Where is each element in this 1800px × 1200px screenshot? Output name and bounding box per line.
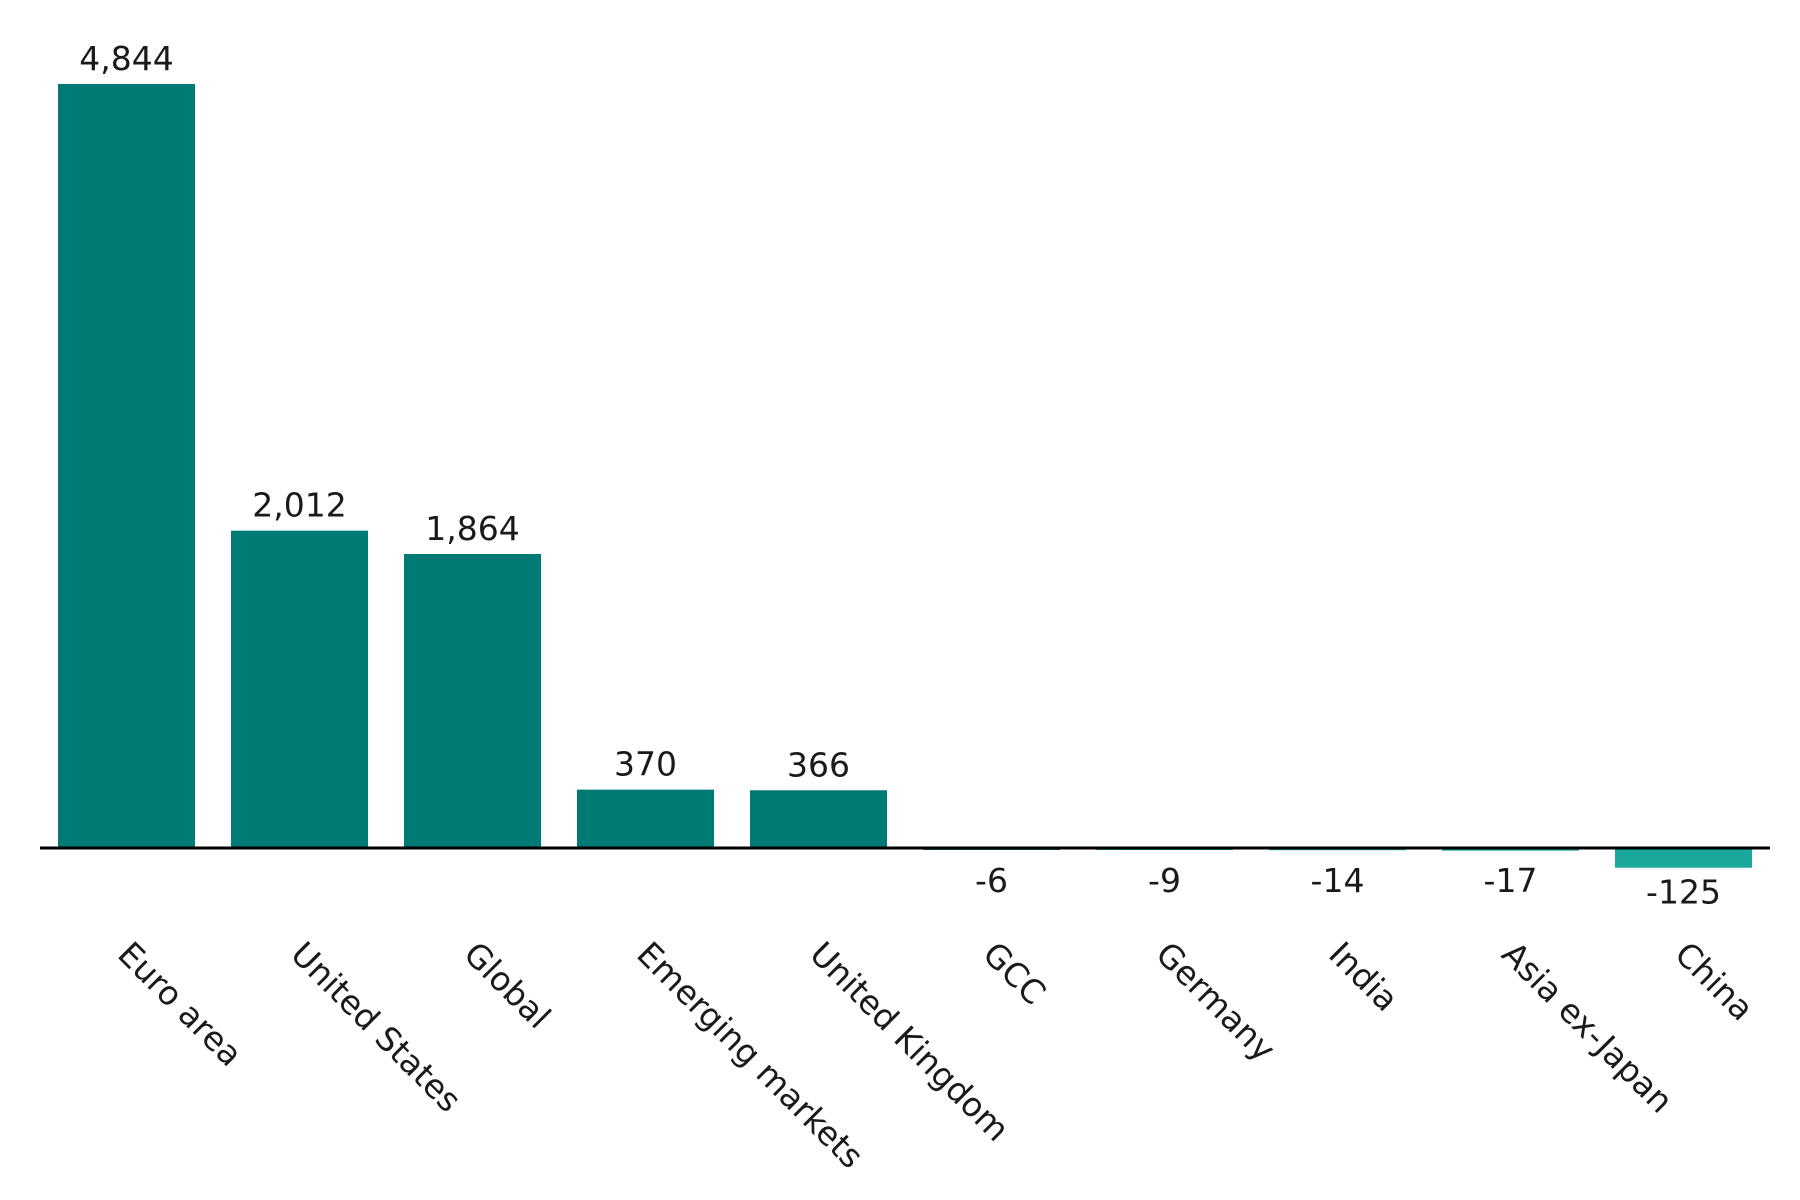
value-label-india: -14	[1311, 861, 1365, 900]
category-label-united-states: United States	[283, 934, 469, 1120]
value-label-germany: -9	[1148, 861, 1181, 900]
category-label-global: Global	[456, 934, 558, 1036]
bar-united-states	[231, 530, 368, 848]
value-label-gcc: -6	[975, 861, 1008, 900]
category-label-euro-area: Euro area	[110, 934, 250, 1074]
value-label-united-states: 2,012	[252, 486, 346, 525]
value-label-united-kingdom: 366	[787, 745, 850, 784]
value-label-global: 1,864	[425, 509, 519, 548]
category-label-india: India	[1321, 934, 1406, 1019]
value-label-asia-ex-japan: -17	[1484, 861, 1538, 900]
value-label-china: -125	[1646, 873, 1721, 912]
bar-euro-area	[58, 84, 195, 848]
bar-china	[1615, 848, 1752, 868]
bar-emerging-markets	[577, 789, 714, 848]
bar-united-kingdom	[750, 790, 887, 848]
value-label-emerging-markets: 370	[614, 745, 677, 784]
category-label-germany: Germany	[1148, 934, 1283, 1069]
category-label-asia-ex-japan: Asia ex-Japan	[1494, 934, 1680, 1120]
bars-group	[58, 84, 1752, 868]
value-labels-group: 4,844 2,012 1,864 370 366 -6 -9 -14 -17 -125	[79, 39, 1721, 912]
value-label-euro-area: 4,844	[79, 39, 173, 78]
category-label-china: China	[1667, 934, 1761, 1028]
bar-global	[404, 554, 541, 848]
category-label-gcc: GCC	[975, 934, 1053, 1012]
